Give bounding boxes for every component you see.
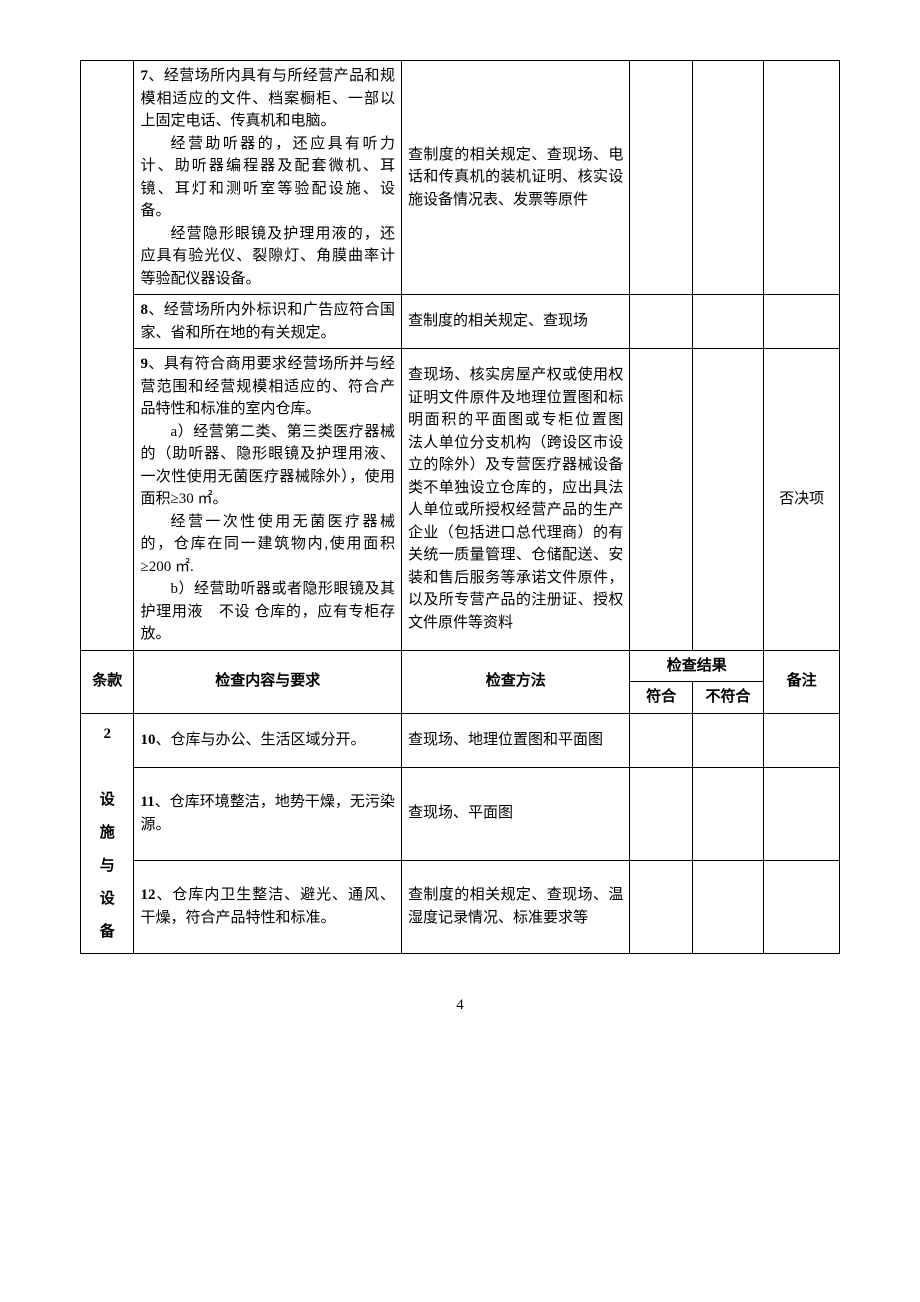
fail-cell <box>692 713 763 767</box>
pass-cell <box>630 713 692 767</box>
requirement-cell: 10、仓库与办公、生活区域分开。 <box>134 713 401 767</box>
requirement-cell: 9、具有符合商用要求经营场所并与经营范围和经营规模相适应的、符合产品特性和标准的… <box>134 349 401 651</box>
table-row: 2 设施与设备 10、仓库与办公、生活区域分开。 查现场、地理位置图和平面图 <box>81 713 840 767</box>
header-req: 检查内容与要求 <box>134 650 401 713</box>
note-cell: 否决项 <box>764 349 840 651</box>
method-cell: 查制度的相关规定、查现场、电话和传真机的装机证明、核实设施设备情况表、发票等原件 <box>401 61 629 295</box>
header-row: 条款 检查内容与要求 检查方法 检查结果 备注 <box>81 650 840 682</box>
method-cell: 查现场、核实房屋产权或使用权证明文件原件及地理位置图和标明面积的平面图或专柜位置… <box>401 349 629 651</box>
requirement-cell: 12、仓库内卫生整洁、避光、通风、干燥，符合产品特性和标准。 <box>134 860 401 953</box>
method-cell: 查制度的相关规定、查现场、温湿度记录情况、标准要求等 <box>401 860 629 953</box>
clause-label: 设施与设备 <box>100 792 115 940</box>
note-cell <box>764 61 840 295</box>
fail-cell <box>692 61 763 295</box>
pass-cell <box>630 767 692 860</box>
clause-cell-section2: 2 设施与设备 <box>81 713 134 953</box>
header-clause: 条款 <box>81 650 134 713</box>
header-pass: 符合 <box>630 682 692 714</box>
requirement-cell: 11、仓库环境整洁，地势干燥，无污染源。 <box>134 767 401 860</box>
fail-cell <box>692 349 763 651</box>
note-cell <box>764 295 840 349</box>
header-result: 检查结果 <box>630 650 764 682</box>
header-note: 备注 <box>764 650 840 713</box>
pass-cell <box>630 295 692 349</box>
table-row: 11、仓库环境整洁，地势干燥，无污染源。 查现场、平面图 <box>81 767 840 860</box>
table-row: 8、经营场所内外标识和广告应符合国家、省和所在地的有关规定。 查制度的相关规定、… <box>81 295 840 349</box>
table-row: 12、仓库内卫生整洁、避光、通风、干燥，符合产品特性和标准。 查制度的相关规定、… <box>81 860 840 953</box>
inspection-table: 7、经营场所内具有与所经营产品和规模相适应的文件、档案橱柜、一部以上固定电话、传… <box>80 60 840 954</box>
fail-cell <box>692 295 763 349</box>
note-cell <box>764 767 840 860</box>
pass-cell <box>630 349 692 651</box>
header-method: 检查方法 <box>401 650 629 713</box>
pass-cell <box>630 860 692 953</box>
fail-cell <box>692 860 763 953</box>
note-cell <box>764 713 840 767</box>
pass-cell <box>630 61 692 295</box>
method-cell: 查现场、地理位置图和平面图 <box>401 713 629 767</box>
table-row: 9、具有符合商用要求经营场所并与经营范围和经营规模相适应的、符合产品特性和标准的… <box>81 349 840 651</box>
clause-cell-continuation <box>81 61 134 651</box>
table-row: 7、经营场所内具有与所经营产品和规模相适应的文件、档案橱柜、一部以上固定电话、传… <box>81 61 840 295</box>
requirement-cell: 7、经营场所内具有与所经营产品和规模相适应的文件、档案橱柜、一部以上固定电话、传… <box>134 61 401 295</box>
method-cell: 查制度的相关规定、查现场 <box>401 295 629 349</box>
page-number: 4 <box>80 994 840 1017</box>
fail-cell <box>692 767 763 860</box>
requirement-cell: 8、经营场所内外标识和广告应符合国家、省和所在地的有关规定。 <box>134 295 401 349</box>
method-cell: 查现场、平面图 <box>401 767 629 860</box>
header-fail: 不符合 <box>692 682 763 714</box>
note-cell <box>764 860 840 953</box>
clause-number: 2 <box>103 726 111 742</box>
